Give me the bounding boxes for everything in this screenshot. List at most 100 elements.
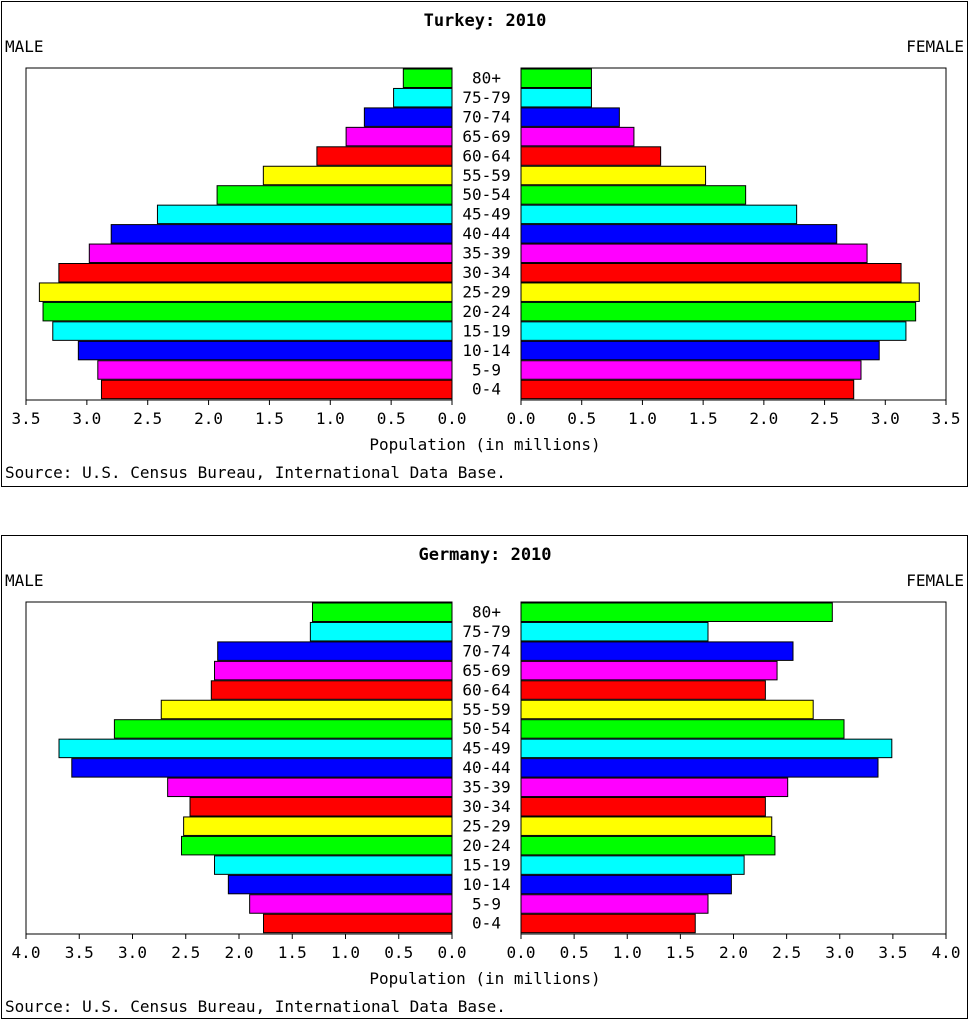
female-bar-60-64 [520, 146, 662, 166]
female-bar-80+ [520, 602, 833, 622]
female-tick-label: 0.5 [567, 409, 596, 428]
female-tick-label: 1.5 [689, 409, 718, 428]
female-bar-35-39 [520, 243, 868, 264]
age-group-label: 30-34 [462, 797, 510, 816]
female-bar-20-24 [520, 835, 776, 856]
female-bar-40-44 [520, 758, 879, 778]
female-tick-label: 2.5 [810, 409, 839, 428]
male-bar-40-44 [71, 758, 453, 778]
male-tick-label: 3.0 [72, 409, 101, 428]
age-group-label: 70-74 [462, 107, 510, 126]
age-group-label: 10-14 [462, 875, 510, 894]
female-bar-45-49 [520, 204, 798, 225]
female-bar-25-29 [520, 282, 920, 302]
male-bar-65-69 [345, 126, 453, 147]
female-bar-55-59 [520, 699, 814, 720]
female-bar-30-34 [520, 263, 902, 283]
age-group-label: 15-19 [462, 321, 510, 340]
age-group-label: 55-59 [462, 700, 510, 719]
age-group-label: 50-54 [462, 719, 510, 738]
female-bar-20-24 [520, 301, 917, 322]
age-group-label: 35-39 [462, 244, 510, 263]
female-bar-5-9 [520, 360, 862, 380]
female-bar-0-4 [520, 913, 696, 934]
female-tick-label: 3.0 [871, 409, 900, 428]
male-bar-50-54 [113, 719, 453, 739]
source-note: Source: U.S. Census Bureau, Internationa… [5, 997, 506, 1016]
male-bar-50-54 [216, 185, 453, 205]
female-tick-label: 3.5 [932, 409, 961, 428]
male-bar-15-19 [52, 321, 453, 341]
age-group-label: 30-34 [462, 263, 510, 282]
male-bar-75-79 [393, 87, 453, 108]
age-group-label: 50-54 [462, 185, 510, 204]
female-bar-70-74 [520, 641, 794, 661]
age-group-label: 5-9 [472, 360, 501, 379]
female-bar-70-74 [520, 107, 620, 127]
age-group-label: 0-4 [472, 380, 501, 399]
male-tick-label: 3.5 [65, 943, 94, 962]
male-tick-label: 0.5 [377, 409, 406, 428]
female-tick-label: 0.0 [507, 409, 536, 428]
age-group-label: 5-9 [472, 894, 501, 913]
chart-title: Germany: 2010 [418, 545, 551, 565]
female-bar-15-19 [520, 321, 907, 341]
age-group-label: 60-64 [462, 680, 510, 699]
age-group-label: 0-4 [472, 914, 501, 933]
male-bar-20-24 [180, 835, 453, 856]
age-group-label: 40-44 [462, 224, 510, 243]
female-bar-50-54 [520, 719, 845, 739]
male-bar-80+ [311, 602, 453, 622]
age-group-label: 80+ [472, 603, 501, 622]
age-group-label: 25-29 [462, 282, 510, 301]
female-bar-55-59 [520, 165, 707, 186]
male-label: MALE [5, 37, 44, 56]
female-bar-30-34 [520, 797, 766, 817]
male-bar-35-39 [167, 777, 453, 798]
age-group-label: 70-74 [462, 641, 510, 660]
age-group-label: 40-44 [462, 758, 510, 777]
female-bar-50-54 [520, 185, 747, 205]
age-group-label: 35-39 [462, 778, 510, 797]
female-tick-label: 1.0 [628, 409, 657, 428]
female-bar-5-9 [520, 894, 709, 914]
male-tick-label: 2.0 [225, 943, 254, 962]
male-bar-40-44 [110, 224, 453, 244]
female-tick-label: 0.0 [507, 943, 536, 962]
male-tick-label: 0.0 [438, 943, 467, 962]
male-bar-10-14 [77, 340, 453, 361]
female-label: FEMALE [906, 37, 964, 56]
age-group-label: 75-79 [462, 622, 510, 641]
chart-title: Turkey: 2010 [424, 11, 547, 31]
male-bar-15-19 [214, 855, 453, 875]
age-group-label: 25-29 [462, 816, 510, 835]
male-tick-label: 1.0 [316, 409, 345, 428]
male-bar-75-79 [309, 621, 453, 642]
female-tick-label: 0.5 [560, 943, 589, 962]
female-bar-35-39 [520, 777, 789, 798]
male-bar-80+ [402, 68, 453, 88]
age-group-label: 45-49 [462, 739, 510, 758]
male-tick-label: 2.5 [171, 943, 200, 962]
source-note: Source: U.S. Census Bureau, Internationa… [5, 463, 506, 482]
female-bar-60-64 [520, 680, 766, 700]
male-tick-label: 1.5 [255, 409, 284, 428]
age-group-label: 75-79 [462, 88, 510, 107]
female-bar-80+ [520, 68, 592, 88]
female-bar-25-29 [520, 816, 773, 836]
female-bar-65-69 [520, 126, 635, 147]
age-group-label: 45-49 [462, 205, 510, 224]
female-bar-15-19 [520, 855, 745, 875]
male-bar-60-64 [316, 146, 453, 166]
male-tick-label: 0.0 [438, 409, 467, 428]
male-bar-45-49 [156, 204, 453, 225]
female-bar-0-4 [520, 379, 855, 400]
female-bar-75-79 [520, 621, 709, 642]
plot-area: 80+75-7970-7465-6960-6455-5950-5445-4940… [12, 601, 960, 962]
male-tick-label: 3.5 [12, 409, 41, 428]
female-bar-65-69 [520, 660, 778, 681]
age-group-label: 20-24 [462, 836, 510, 855]
male-bar-55-59 [160, 699, 453, 720]
male-bar-20-24 [42, 301, 453, 322]
male-bar-0-4 [262, 913, 453, 934]
